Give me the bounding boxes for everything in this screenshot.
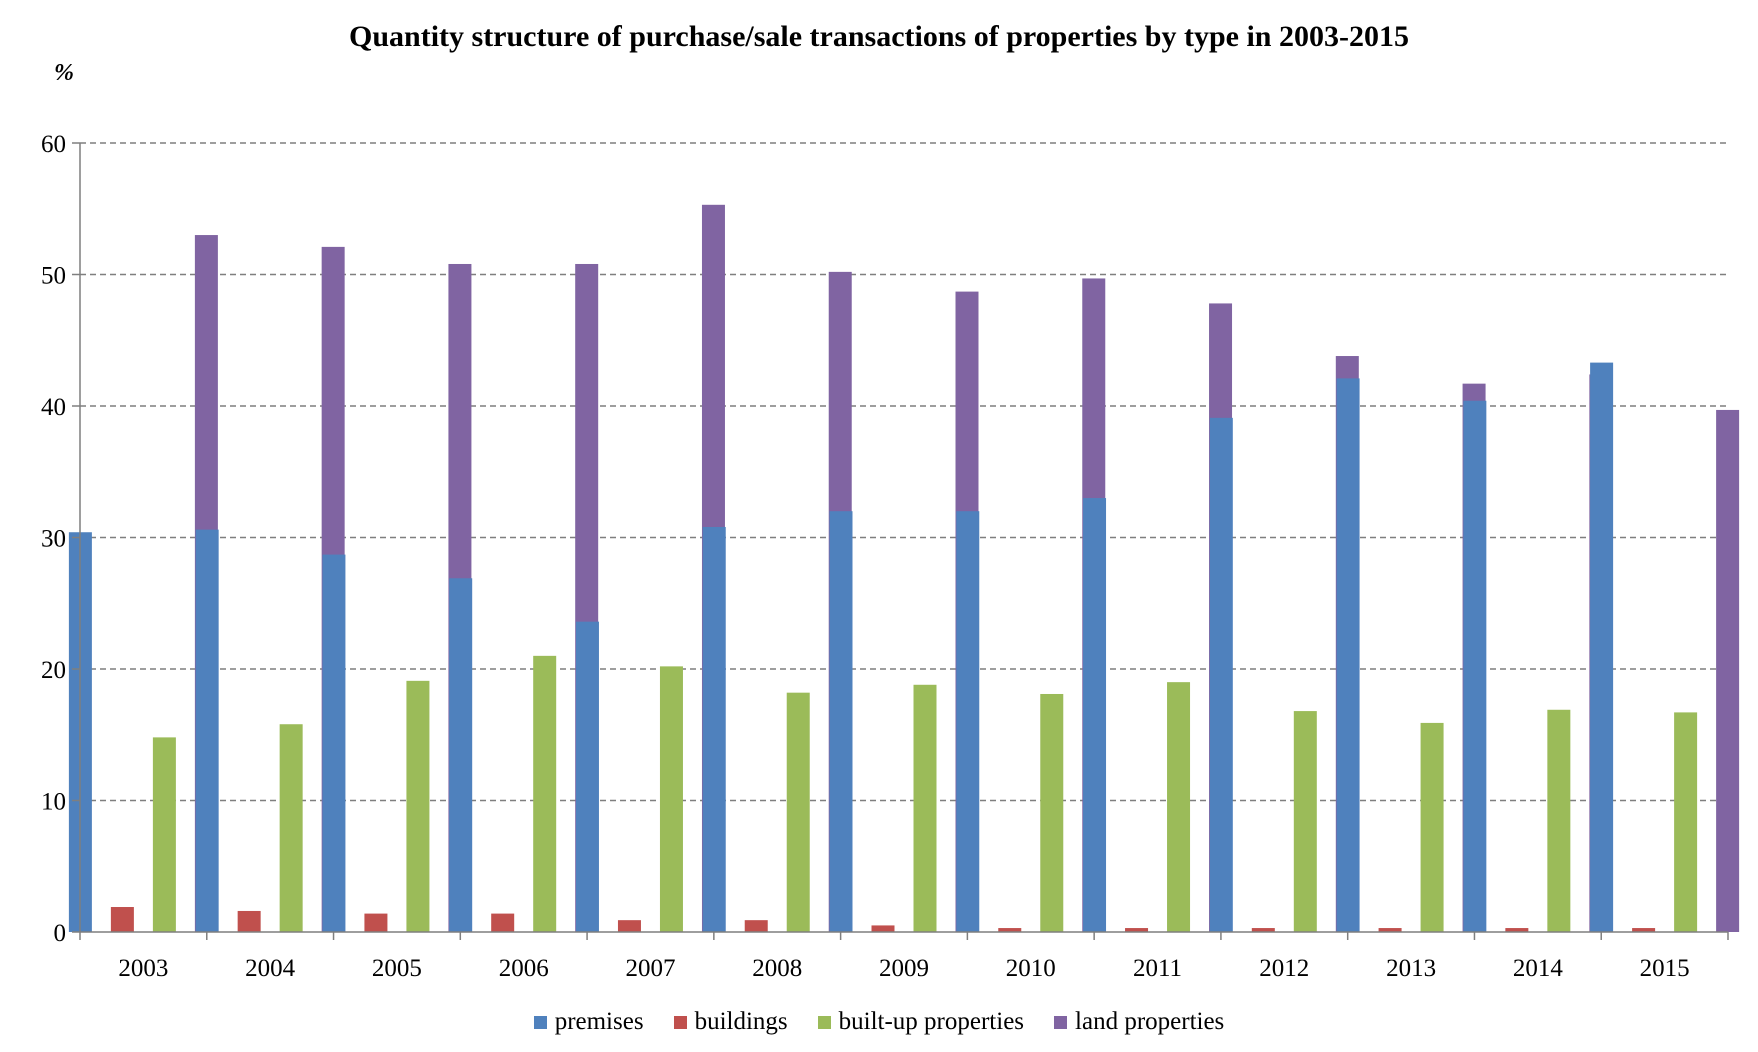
- x-tick-label: 2012: [1259, 955, 1309, 982]
- bar-built-up-properties-2015: [1674, 712, 1698, 932]
- bar-built-up-properties-2012: [1293, 711, 1317, 932]
- bar-built-up-properties-2010: [1040, 693, 1064, 932]
- legend-swatch: [673, 1015, 687, 1029]
- x-tick-label: 2008: [752, 955, 802, 982]
- bar-built-up-properties-2009: [913, 684, 937, 932]
- bar-buildings-2007: [617, 920, 641, 932]
- bars: [68, 204, 1740, 933]
- axes: [72, 142, 1729, 940]
- bar-buildings-2010: [998, 928, 1022, 932]
- bar-buildings-2009: [871, 925, 895, 932]
- x-tick-label: 2015: [1640, 955, 1690, 982]
- bar-premises-2014: [1463, 400, 1487, 932]
- legend-item: buildings: [673, 1008, 788, 1036]
- x-tick-label: 2007: [625, 955, 675, 982]
- bar-premises-2010: [956, 511, 980, 932]
- legend-item: premises: [533, 1008, 644, 1036]
- legend-item: land properties: [1054, 1008, 1224, 1036]
- y-tick-label: 50: [41, 263, 66, 290]
- bar-premises-2006: [449, 578, 473, 932]
- legend-label: buildings: [694, 1008, 788, 1035]
- bar-premises-2015: [1590, 362, 1614, 933]
- bar-buildings-2006: [491, 913, 515, 932]
- legend-item: built-up properties: [817, 1008, 1025, 1036]
- y-axis-unit-label: %: [54, 60, 74, 86]
- bar-built-up-properties-2014: [1547, 709, 1571, 932]
- x-tick-label: 2005: [372, 955, 422, 982]
- x-tick-label: 2004: [245, 955, 296, 982]
- bar-buildings-2008: [744, 920, 768, 932]
- bar-premises-2013: [1336, 378, 1360, 932]
- bar-premises-2009: [829, 511, 853, 932]
- x-tick-label: 2010: [1006, 955, 1056, 982]
- bar-built-up-properties-2013: [1420, 722, 1444, 932]
- legend-label: premises: [554, 1008, 644, 1035]
- bar-built-up-properties-2011: [1167, 682, 1191, 932]
- x-tick-label: 2013: [1386, 955, 1436, 982]
- y-tick-labels: 0 10 20 30 40 50 60: [41, 131, 66, 947]
- bar-built-up-properties-2006: [533, 655, 557, 932]
- y-tick-label: 20: [41, 657, 66, 684]
- bar-premises-2012: [1209, 417, 1233, 933]
- bar-buildings-2014: [1505, 928, 1529, 932]
- legend-swatch: [1054, 1015, 1068, 1029]
- bar-buildings-2012: [1251, 928, 1275, 932]
- bar-built-up-properties-2007: [659, 666, 683, 932]
- legend-label: built-up properties: [838, 1008, 1025, 1035]
- bar-built-up-properties-2005: [406, 680, 430, 932]
- x-tick-label: 2009: [879, 955, 929, 982]
- bar-buildings-2011: [1125, 928, 1149, 932]
- legend-swatch: [533, 1015, 547, 1029]
- bar-built-up-properties-2003: [152, 737, 176, 932]
- bar-buildings-2013: [1378, 928, 1402, 932]
- y-tick-label: 60: [41, 131, 66, 158]
- x-tick-labels: 2003 2004 2005 2006 2007 2008 2009 2010 2011 2012…: [118, 955, 1689, 982]
- legend-swatch: [817, 1015, 831, 1029]
- bar-built-up-properties-2008: [786, 692, 810, 932]
- y-tick-label: 10: [41, 789, 66, 816]
- chart-title: Quantity structure of purchase/sale tran…: [349, 20, 1409, 53]
- bar-buildings-2015: [1632, 928, 1656, 932]
- y-tick-label: 30: [41, 526, 66, 553]
- bar-premises-2007: [575, 621, 599, 932]
- legend-label: land properties: [1075, 1008, 1225, 1035]
- bar-premises-2004: [195, 529, 219, 932]
- x-tick-label: 2014: [1513, 955, 1564, 982]
- bar-premises-2011: [1083, 498, 1107, 932]
- x-tick-label: 2003: [118, 955, 168, 982]
- gridlines: [80, 142, 1728, 802]
- bar-buildings-2005: [364, 913, 388, 932]
- bar-land-properties-2015: [1716, 409, 1740, 932]
- y-tick-label: 0: [54, 920, 67, 947]
- bar-buildings-2003: [110, 907, 134, 932]
- bar-buildings-2004: [237, 910, 261, 932]
- x-tick-label: 2011: [1133, 955, 1182, 982]
- bar-premises-2008: [702, 526, 726, 932]
- legend: premises buildings built-up properties land…: [0, 1008, 1758, 1036]
- bar-built-up-properties-2004: [279, 724, 303, 932]
- x-tick-label: 2006: [499, 955, 549, 982]
- bar-premises-2005: [322, 554, 346, 932]
- y-tick-label: 40: [41, 394, 66, 421]
